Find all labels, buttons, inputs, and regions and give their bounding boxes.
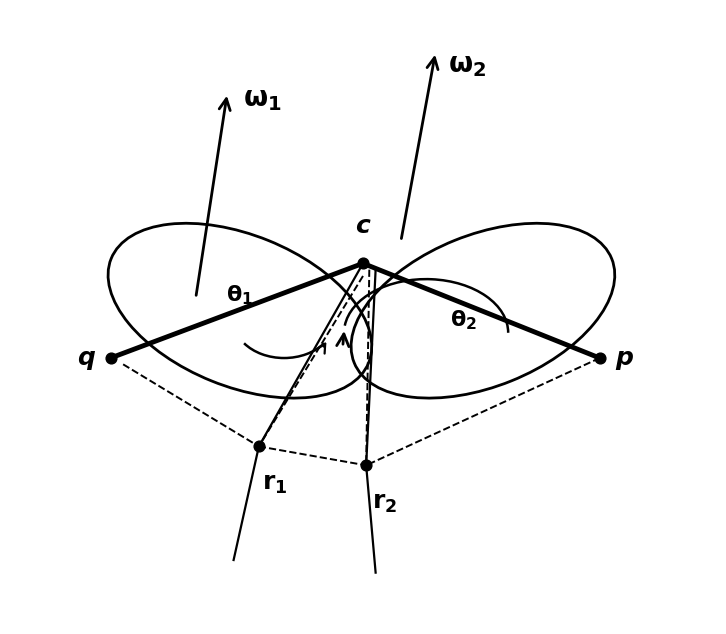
Point xyxy=(360,460,372,470)
Point xyxy=(253,441,265,451)
Text: c: c xyxy=(356,214,370,238)
Text: $\mathbf{\theta_1}$: $\mathbf{\theta_1}$ xyxy=(227,283,253,307)
Text: $\mathbf{\omega_2}$: $\mathbf{\omega_2}$ xyxy=(448,51,486,79)
Text: $\mathbf{r_1}$: $\mathbf{r_1}$ xyxy=(262,472,287,496)
Point xyxy=(594,353,605,363)
Text: q: q xyxy=(77,346,94,370)
Point xyxy=(105,353,116,363)
Text: $\mathbf{\theta_2}$: $\mathbf{\theta_2}$ xyxy=(451,308,478,332)
Text: $\mathbf{\omega_1}$: $\mathbf{\omega_1}$ xyxy=(243,85,282,113)
Text: p: p xyxy=(616,346,633,370)
Text: $\mathbf{r_2}$: $\mathbf{r_2}$ xyxy=(372,491,398,515)
Point xyxy=(357,258,369,268)
